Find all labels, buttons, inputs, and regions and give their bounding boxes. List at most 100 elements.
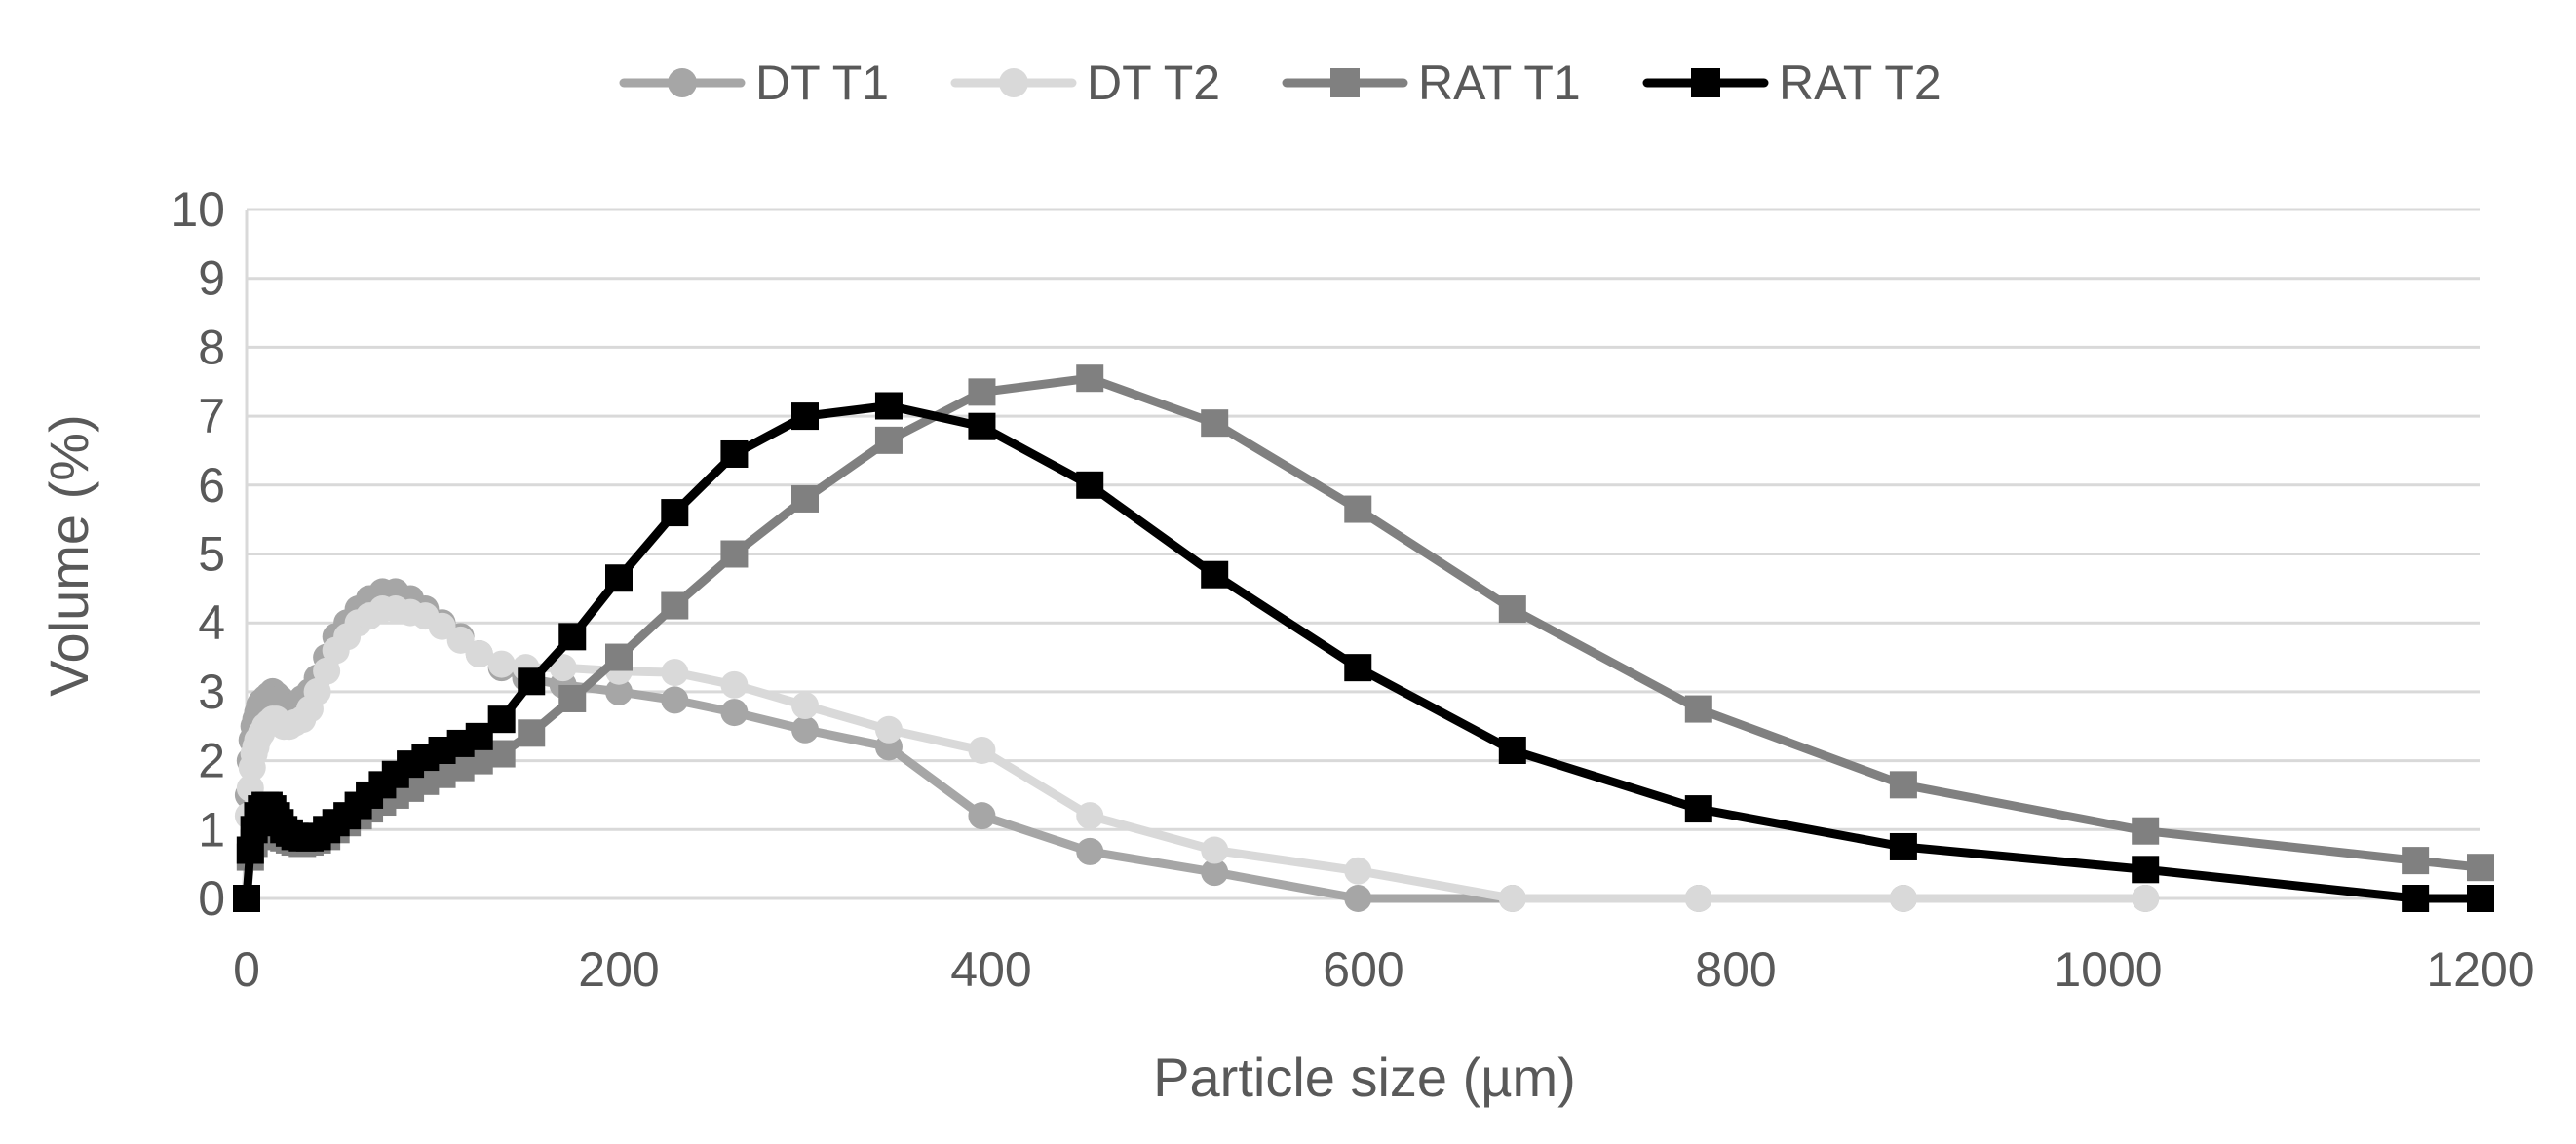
data-point-dt-t2 [313,657,341,685]
data-point-rat-t1 [518,719,546,747]
data-point-dt-t2 [1684,885,1712,912]
x-tick-label: 800 [1695,942,1776,997]
data-point-dt-t1 [661,686,689,714]
data-point-rat-t2 [720,439,749,468]
data-point-rat-t2 [1076,471,1104,499]
data-point-dt-t1 [1201,858,1229,887]
legend-marker-dt-t2 [999,68,1028,97]
y-tick-label: 7 [198,389,225,443]
data-point-dt-t2 [720,670,749,699]
data-point-dt-t2 [968,736,996,764]
legend-item-dt-t1: DT T1 [619,56,889,110]
data-point-rat-t2 [2467,885,2494,912]
data-point-dt-t1 [791,715,819,744]
data-point-rat-t2 [2402,885,2430,912]
data-point-rat-t2 [233,885,260,912]
data-point-rat-t1 [2132,817,2160,845]
legend-label: DT T2 [1087,56,1220,110]
series-line-dt-t2 [242,604,2150,903]
data-point-rat-t1 [1201,409,1229,438]
x-tick-label: 1000 [2054,942,2162,997]
data-point-rat-t2 [558,623,587,651]
data-point-rat-t2 [968,412,996,440]
legend-label: RAT T1 [1418,56,1581,110]
data-point-rat-t1 [720,540,749,568]
data-point-rat-t2 [1889,832,1917,860]
data-point-dt-t2 [1498,885,1526,912]
data-point-rat-t1 [1498,595,1526,624]
y-axis-title: Volume (%) [38,414,99,696]
legend: DT T1 DT T2 RAT T1 RAT T2 [619,56,1942,110]
data-point-dt-t1 [720,699,749,727]
data-point-rat-t1 [1076,364,1104,393]
series-dt-t2 [233,595,2160,912]
data-point-rat-t2 [1201,560,1229,589]
data-point-rat-t2 [1684,795,1712,823]
data-point-rat-t2 [2132,856,2160,884]
data-point-rat-t1 [1344,495,1372,523]
data-point-dt-t2 [1076,802,1104,830]
data-point-rat-t2 [791,402,819,431]
data-point-dt-t1 [968,802,996,830]
legend-item-rat-t2: RAT T2 [1642,56,1942,110]
data-point-dt-t2 [1344,857,1372,885]
data-point-rat-t1 [2467,854,2494,882]
legend-marker-rat-t2 [1691,68,1720,97]
data-point-dt-t1 [1076,837,1104,865]
y-tick-label: 8 [198,320,225,374]
x-axis-title: Particle size (µm) [1153,1047,1576,1108]
x-tick-label: 200 [578,942,659,997]
x-tick-label: 600 [1323,942,1403,997]
y-tick-label: 3 [198,665,225,719]
data-point-rat-t2 [661,499,689,527]
data-point-dt-t2 [465,640,493,668]
y-tick-label: 2 [198,734,225,788]
data-point-dt-t2 [1201,836,1229,864]
y-tick-label: 10 [171,182,225,237]
data-point-rat-t2 [1498,736,1526,764]
data-point-dt-t2 [791,692,819,720]
y-tick-label: 5 [198,527,225,582]
data-point-dt-t2 [1889,885,1917,912]
data-point-dt-t2 [428,612,456,640]
data-point-dt-t2 [303,677,331,705]
data-point-dt-t1 [1344,885,1372,912]
data-point-dt-t2 [487,650,516,678]
data-point-rat-t1 [2402,847,2430,875]
data-point-dt-t2 [549,654,577,682]
data-point-rat-t1 [605,643,633,671]
gridlines [247,208,2480,900]
data-point-rat-t2 [487,705,516,734]
data-point-dt-t1 [605,677,633,705]
y-tick-label: 6 [198,458,225,513]
series-rat-t2 [233,392,2494,912]
data-point-rat-t1 [1889,771,1917,799]
data-point-rat-t2 [605,564,633,592]
legend-item-rat-t1: RAT T1 [1282,56,1581,110]
legend-marker-dt-t1 [668,68,697,97]
data-point-dt-t2 [2132,885,2160,912]
legend-item-dt-t2: DT T2 [950,56,1220,110]
data-point-rat-t1 [661,591,689,620]
data-point-rat-t2 [874,392,903,420]
data-point-rat-t1 [874,426,903,454]
legend-marker-rat-t1 [1330,68,1360,97]
y-tick-label: 4 [198,595,225,650]
data-point-rat-t1 [791,484,819,513]
data-point-dt-t2 [446,626,475,654]
x-tick-label: 1200 [2426,942,2534,997]
legend-label: RAT T2 [1779,56,1942,110]
axes: 0 1 2 3 4 5 6 7 8 9 10 0 200 400 600 800 1000 1200 [171,182,2534,997]
data-point-rat-t1 [558,684,587,712]
data-point-rat-t1 [1684,695,1712,723]
series-group [233,364,2494,912]
data-point-rat-t2 [1344,654,1372,682]
y-tick-label: 1 [198,802,225,857]
data-point-rat-t2 [518,667,546,696]
data-point-rat-t1 [968,378,996,406]
data-point-dt-t2 [661,659,689,687]
y-tick-label: 0 [198,871,225,926]
legend-label: DT T1 [755,56,889,110]
